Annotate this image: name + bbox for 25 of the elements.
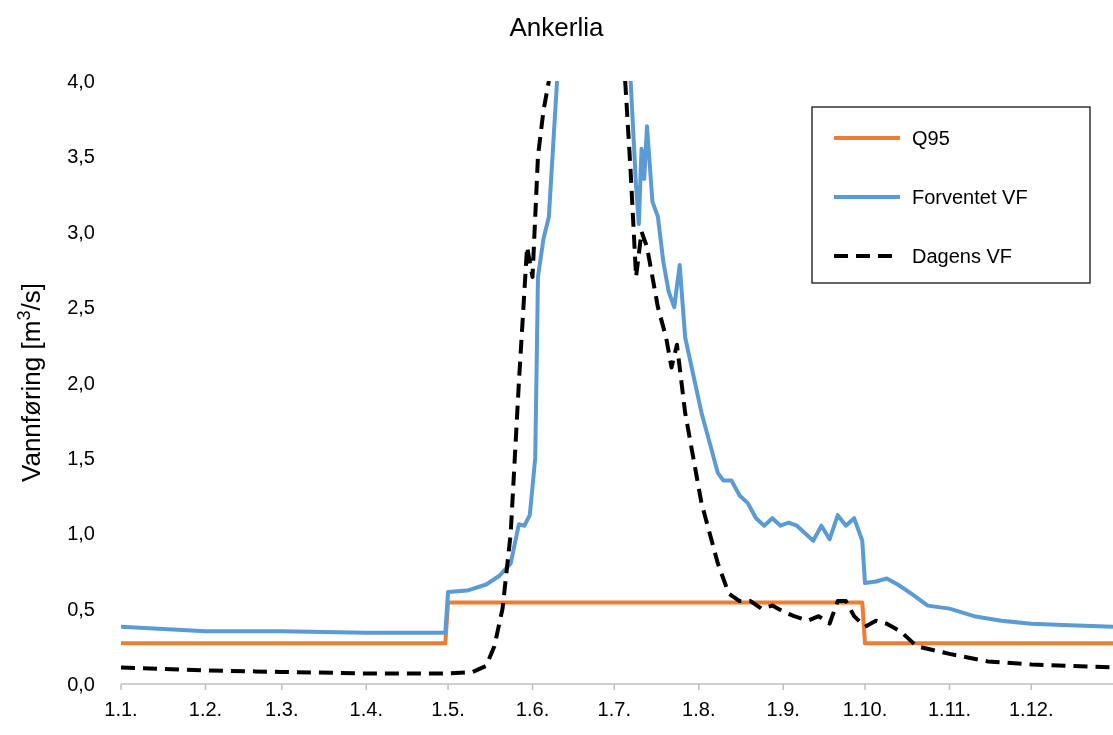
legend-label: Q95	[912, 127, 950, 149]
y-tick-label: 0,5	[67, 597, 95, 620]
y-tick-label: 2,0	[67, 371, 95, 394]
y-tick-label: 1,5	[67, 446, 95, 469]
chart-title: Ankerlia	[509, 12, 604, 42]
y-tick-label: 1,0	[67, 522, 95, 545]
x-tick-label: 1.4.	[349, 698, 383, 720]
y-tick-label: 3,5	[67, 145, 95, 168]
x-tick-label: 1.3.	[265, 698, 299, 720]
x-tick-label: 1.8.	[682, 698, 716, 720]
y-tick-label: 0,0	[67, 673, 95, 695]
y-tick-label: 3,0	[67, 220, 95, 243]
x-tick-label: 1.11.	[927, 698, 971, 720]
legend-label: Dagens VF	[912, 245, 1013, 267]
x-tick-label: 1.1.	[104, 698, 138, 720]
x-tick-label: 1.10.	[842, 698, 888, 720]
legend-label: Forventet VF	[912, 186, 1028, 208]
x-tick-label: 1.12.	[1009, 698, 1054, 720]
x-tick-label: 1.9.	[766, 698, 800, 720]
x-tick-label: 1.6.	[515, 698, 550, 720]
x-tick-label: 1.7.	[597, 698, 631, 720]
y-tick-label: 4,0	[67, 70, 95, 92]
x-tick-label: 1.5.	[431, 698, 465, 720]
y-tick-label: 2,5	[67, 296, 95, 319]
x-tick-label: 1.2.	[188, 698, 223, 720]
